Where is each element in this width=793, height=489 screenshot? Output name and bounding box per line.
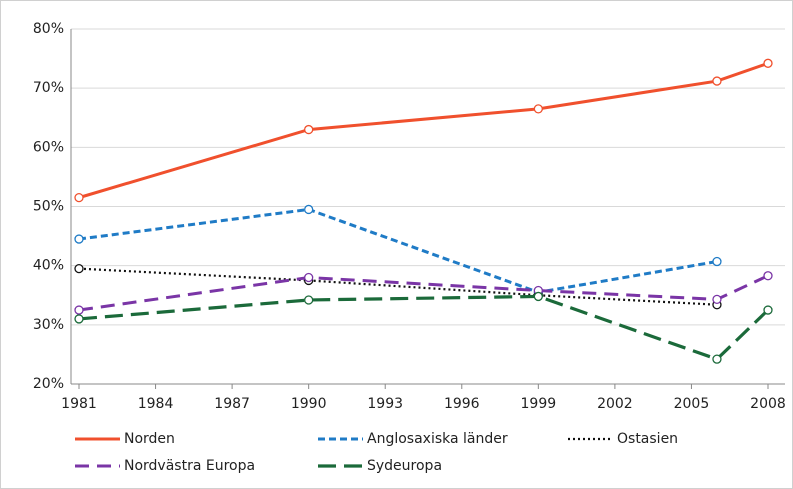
data-point: [74, 314, 84, 324]
x-tick-label: 1990: [291, 396, 327, 412]
x-tick-label: 1981: [61, 396, 97, 412]
legend-label: Anglosaxiska länder: [367, 431, 508, 447]
y-tick-label: 40%: [33, 258, 64, 274]
y-tick-label: 70%: [33, 80, 64, 96]
data-point: [712, 294, 722, 305]
data-point: [712, 256, 722, 267]
y-tick-label: 50%: [33, 199, 64, 215]
data-point: [74, 263, 84, 274]
x-tick-label: 2008: [750, 396, 786, 412]
data-point: [304, 272, 314, 283]
x-tick-label: 2005: [674, 396, 710, 412]
series-line: [78, 274, 769, 312]
x-tick-label: 1999: [521, 396, 557, 412]
series-line: [78, 267, 718, 306]
data-point: [304, 204, 314, 215]
data-point: [74, 305, 84, 315]
x-tick-label: 1993: [367, 396, 403, 412]
y-tick-label: 60%: [33, 139, 64, 155]
x-tick-label: 2002: [597, 396, 633, 412]
data-point: [304, 295, 314, 305]
data-point: [74, 234, 84, 244]
data-point: [712, 76, 722, 86]
legend-label: Ostasien: [617, 431, 678, 447]
series-line: [78, 207, 718, 294]
data-point: [763, 305, 773, 315]
y-tick-label: 20%: [33, 376, 64, 392]
legend-label: Sydeuropa: [367, 458, 442, 474]
x-tick-label: 1996: [444, 396, 480, 412]
x-tick-label: 1984: [138, 396, 174, 412]
legend-label: Nordvästra Europa: [124, 458, 255, 474]
x-tick-label: 1987: [214, 396, 250, 412]
data-point: [763, 271, 773, 281]
data-point: [533, 104, 543, 114]
y-tick-label: 30%: [33, 317, 64, 333]
legend-label: Norden: [124, 431, 175, 447]
y-tick-label: 80%: [33, 21, 64, 37]
data-point: [712, 354, 722, 364]
data-point: [763, 58, 773, 68]
data-point: [533, 291, 543, 302]
data-point: [304, 124, 314, 135]
data-point: [74, 192, 84, 203]
